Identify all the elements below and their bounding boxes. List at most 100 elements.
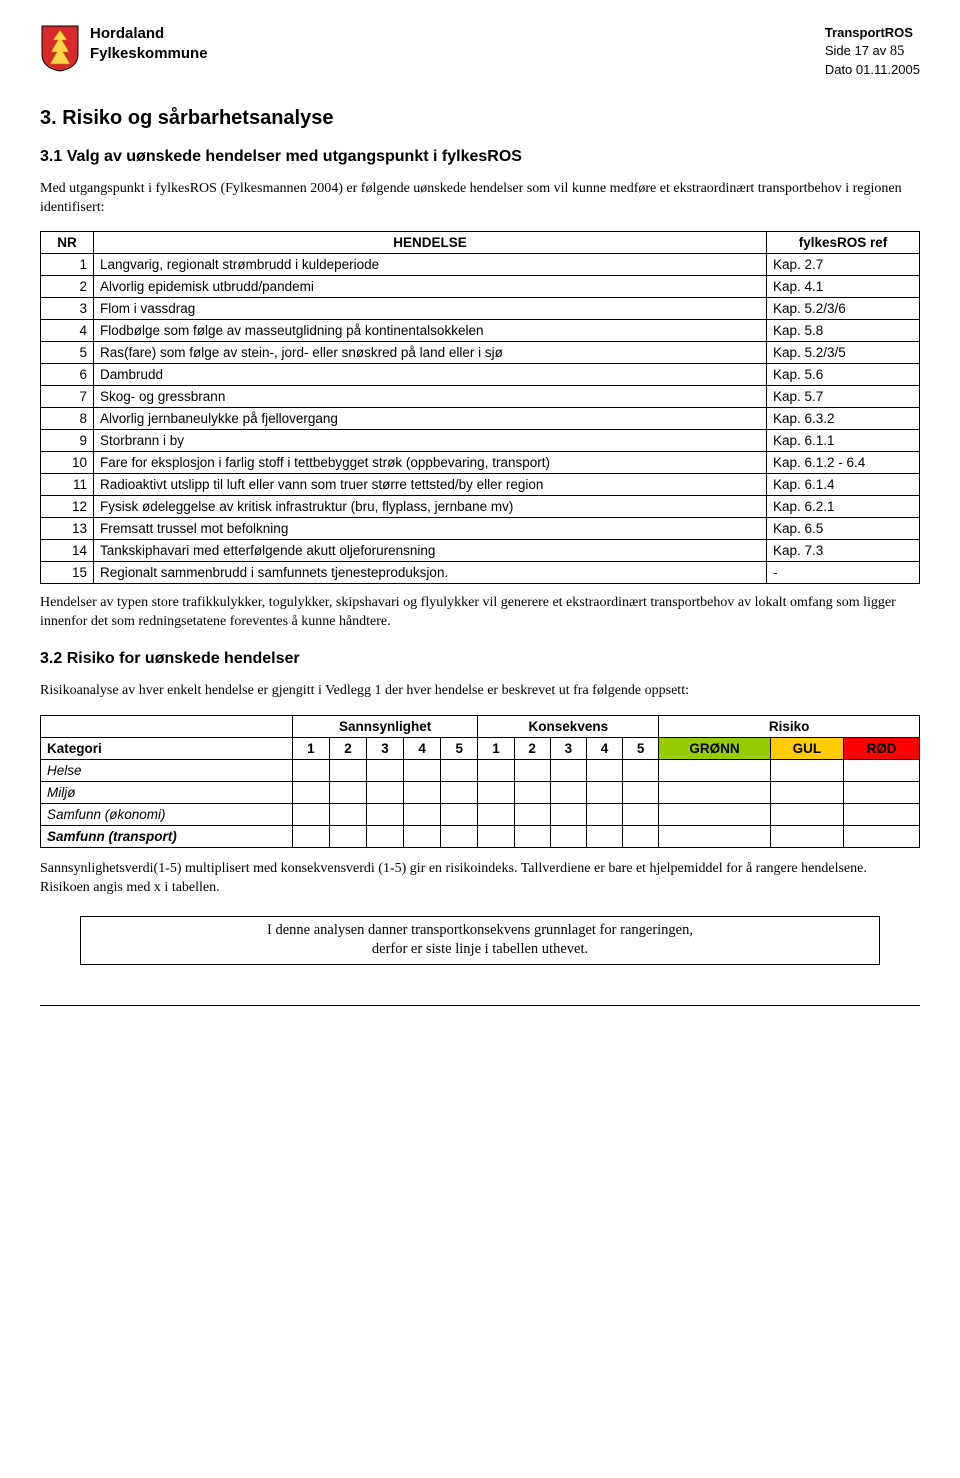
cell-ref: Kap. 4.1	[767, 276, 920, 298]
table-row: 7Skog- og gressbrannKap. 5.7	[41, 386, 920, 408]
risk-cell	[550, 826, 586, 848]
risk-cell	[844, 782, 920, 804]
risk-row: Miljø	[41, 782, 920, 804]
cell-hendelse: Alvorlig epidemisk utbrudd/pandemi	[94, 276, 767, 298]
risk-cell	[586, 782, 622, 804]
cell-hendelse: Regionalt sammenbrudd i samfunnets tjene…	[94, 562, 767, 584]
risk-cell	[586, 760, 622, 782]
risk-cell	[292, 760, 329, 782]
page-number: Side 17 av 85	[825, 42, 920, 62]
cell-hendelse: Skog- og gressbrann	[94, 386, 767, 408]
cell-nr: 12	[41, 496, 94, 518]
cell-ref: Kap. 5.2/3/6	[767, 298, 920, 320]
cell-ref: Kap. 5.8	[767, 320, 920, 342]
cell-nr: 11	[41, 474, 94, 496]
risk-row: Helse	[41, 760, 920, 782]
risk-cell	[770, 826, 843, 848]
col-hendelse: HENDELSE	[94, 232, 767, 254]
risk-row-label: Samfunn (økonomi)	[41, 804, 293, 826]
risk-cell	[659, 826, 771, 848]
cell-nr: 2	[41, 276, 94, 298]
risk-gul: GUL	[770, 738, 843, 760]
risk-cell	[367, 782, 404, 804]
risk-gronn: GRØNN	[659, 738, 771, 760]
org-line2: Fylkeskommune	[90, 44, 208, 64]
cell-nr: 14	[41, 540, 94, 562]
cell-ref: Kap. 6.3.2	[767, 408, 920, 430]
cell-nr: 13	[41, 518, 94, 540]
note-box: I denne analysen danner transportkonsekv…	[80, 916, 880, 965]
risk-row-label: Helse	[41, 760, 293, 782]
note-line1: I denne analysen danner transportkonsekv…	[89, 921, 871, 941]
table-row: 11Radioaktivt utslipp til luft eller van…	[41, 474, 920, 496]
doc-title: TransportROS	[825, 24, 920, 42]
risk-cell	[623, 782, 659, 804]
risk-cell	[844, 804, 920, 826]
table-row: 8Alvorlig jernbaneulykke på fjellovergan…	[41, 408, 920, 430]
risk-cell	[329, 804, 366, 826]
cell-nr: 15	[41, 562, 94, 584]
cell-ref: Kap. 6.1.4	[767, 474, 920, 496]
table-row: 9Storbrann i byKap. 6.1.1	[41, 430, 920, 452]
risk-cell	[292, 826, 329, 848]
cell-nr: 1	[41, 254, 94, 276]
risk-cell	[550, 782, 586, 804]
risk-sann: Sannsynlighet	[292, 716, 478, 738]
org-line1: Hordaland	[90, 24, 208, 44]
table-row: 2Alvorlig epidemisk utbrudd/pandemiKap. …	[41, 276, 920, 298]
after-table-para: Hendelser av typen store trafikkulykker,…	[40, 594, 920, 632]
cell-hendelse: Fysisk ødeleggelse av kritisk infrastruk…	[94, 496, 767, 518]
risk-cell	[770, 804, 843, 826]
cell-nr: 9	[41, 430, 94, 452]
cell-ref: Kap. 5.7	[767, 386, 920, 408]
page-header: Hordaland Fylkeskommune TransportROS Sid…	[40, 24, 920, 79]
table-row: 1Langvarig, regionalt strømbrudd i kulde…	[41, 254, 920, 276]
risk-cell	[441, 826, 478, 848]
risk-cell	[478, 760, 514, 782]
crest-icon	[40, 24, 80, 72]
cell-ref: -	[767, 562, 920, 584]
risk-cell	[404, 804, 441, 826]
risk-cell	[329, 826, 366, 848]
section-3.2-title: 3.2 Risiko for uønskede hendelser	[40, 650, 920, 668]
cell-ref: Kap. 6.2.1	[767, 496, 920, 518]
table-row: 14Tankskiphavari med etterfølgende akutt…	[41, 540, 920, 562]
risk-cell	[292, 782, 329, 804]
col-ref: fylkesROS ref	[767, 232, 920, 254]
risk-cell	[367, 760, 404, 782]
risk-cell	[367, 826, 404, 848]
date: Dato 01.11.2005	[825, 61, 920, 79]
risk-cell	[478, 826, 514, 848]
risk-cell	[404, 760, 441, 782]
cell-ref: Kap. 6.1.1	[767, 430, 920, 452]
cell-ref: Kap. 7.3	[767, 540, 920, 562]
risk-cell	[659, 782, 771, 804]
section-3.1-title: 3.1 Valg av uønskede hendelser med utgan…	[40, 148, 920, 166]
risk-cell	[404, 826, 441, 848]
risk-cell	[441, 760, 478, 782]
risk-cell	[514, 804, 550, 826]
cell-hendelse: Langvarig, regionalt strømbrudd i kuldep…	[94, 254, 767, 276]
risk-cell	[329, 760, 366, 782]
col-nr: NR	[41, 232, 94, 254]
risk-cell	[623, 760, 659, 782]
table-row: 6DambruddKap. 5.6	[41, 364, 920, 386]
cell-nr: 10	[41, 452, 94, 474]
cell-ref: Kap. 5.6	[767, 364, 920, 386]
risk-cell	[659, 804, 771, 826]
cell-nr: 8	[41, 408, 94, 430]
footer-para: Sannsynlighetsverdi(1-5) multiplisert me…	[40, 860, 920, 898]
risk-cell	[478, 782, 514, 804]
risk-cell	[844, 760, 920, 782]
table-row: 3Flom i vassdragKap. 5.2/3/6	[41, 298, 920, 320]
risk-kons: Konsekvens	[478, 716, 659, 738]
cell-ref: Kap. 6.1.2 - 6.4	[767, 452, 920, 474]
cell-nr: 6	[41, 364, 94, 386]
cell-hendelse: Fremsatt trussel mot befolkning	[94, 518, 767, 540]
risk-cell	[514, 782, 550, 804]
cell-hendelse: Flom i vassdrag	[94, 298, 767, 320]
table-row: 15Regionalt sammenbrudd i samfunnets tje…	[41, 562, 920, 584]
risk-kategori: Kategori	[41, 738, 293, 760]
risk-cell	[659, 760, 771, 782]
table-row: 12Fysisk ødeleggelse av kritisk infrastr…	[41, 496, 920, 518]
